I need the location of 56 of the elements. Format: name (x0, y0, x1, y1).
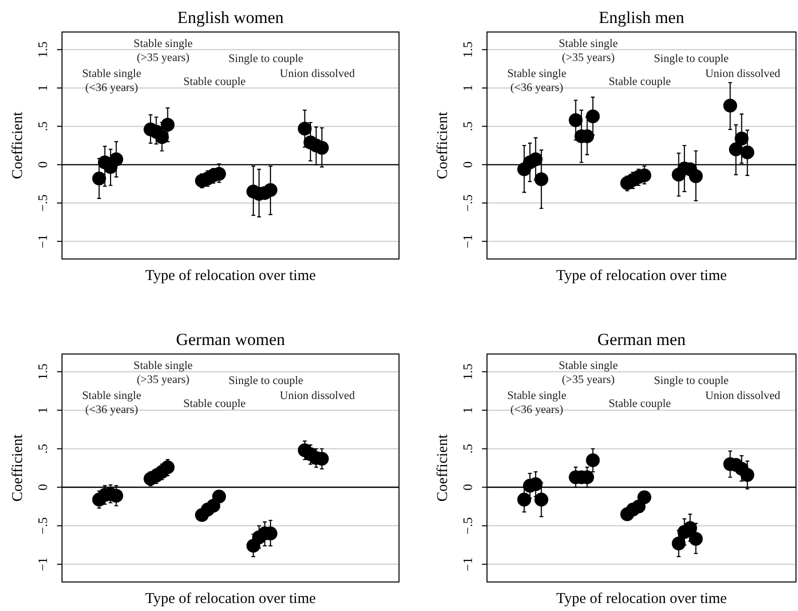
y-tick-label: −1 (35, 557, 50, 572)
y-tick-label: 1 (35, 84, 50, 92)
x-axis-title: Type of relocation over time (556, 268, 728, 284)
annotation: Union dissolved (280, 68, 356, 80)
y-tick-label: .5 (460, 444, 475, 454)
y-tick-label: 0 (35, 484, 50, 491)
y-axis-title: Coefficient (10, 434, 26, 502)
annotation: Union dissolved (280, 390, 356, 402)
annotation: Union dissolved (705, 390, 781, 402)
annotation: Union dissolved (705, 68, 781, 80)
y-tick-label: −.5 (35, 194, 50, 212)
y-tick-label: 1.5 (460, 364, 475, 380)
annotation: Stable couple (608, 398, 671, 410)
annotation: Stable single (>35 years) (134, 38, 193, 64)
annotation: Stable single (<36 years) (82, 68, 142, 94)
y-tick-label: 1 (460, 406, 475, 414)
annotation: Stable single (>35 years) (558, 360, 618, 386)
x-axis-title: Type of relocation over time (145, 268, 316, 284)
annotation: Stable single (<36 years) (82, 390, 142, 416)
annotation: Stable couple (183, 76, 246, 88)
annotation: Single to couple (654, 53, 729, 65)
y-tick-label: −.5 (35, 517, 50, 534)
y-tick-label: −1 (460, 557, 475, 572)
y-axis-title: Coefficient (10, 111, 26, 180)
chart-title: English men (598, 8, 685, 27)
y-tick-label: 0 (460, 161, 475, 168)
y-tick-label: −1 (35, 234, 50, 248)
y-tick-label: .5 (35, 444, 50, 454)
y-tick-label: 0 (460, 484, 475, 491)
annotation: Stable single (<36 years) (507, 390, 566, 416)
y-tick-label: 1.5 (460, 42, 475, 58)
chart-title: German men (597, 330, 686, 349)
y-axis-title: Coefficient (435, 434, 451, 502)
annotation: Single to couple (228, 53, 304, 65)
chart-title: German women (176, 330, 286, 349)
annotation: Single to couple (654, 375, 729, 387)
x-axis-title: Type of relocation over time (145, 591, 316, 607)
annotation: Single to couple (228, 375, 304, 387)
y-tick-label: 1 (460, 84, 475, 92)
annotation: Stable couple (183, 398, 246, 410)
y-axis-title: Coefficient (435, 111, 451, 180)
annotation: Stable single (>35 years) (134, 360, 193, 386)
annotation: Stable couple (608, 76, 671, 88)
x-axis-title: Type of relocation over time (556, 591, 728, 607)
y-tick-label: −1 (460, 234, 475, 248)
chart-title: English women (177, 8, 284, 27)
y-tick-label: −.5 (460, 517, 475, 534)
y-tick-label: 0 (35, 161, 50, 168)
y-tick-label: .5 (35, 121, 50, 132)
y-tick-label: 1 (35, 406, 50, 414)
annotation: Stable single (<36 years) (507, 68, 566, 94)
y-tick-label: −.5 (460, 194, 475, 212)
annotation: Stable single (>35 years) (558, 38, 618, 64)
y-tick-label: 1.5 (35, 42, 50, 58)
y-tick-label: .5 (460, 121, 475, 132)
y-tick-label: 1.5 (35, 364, 50, 380)
